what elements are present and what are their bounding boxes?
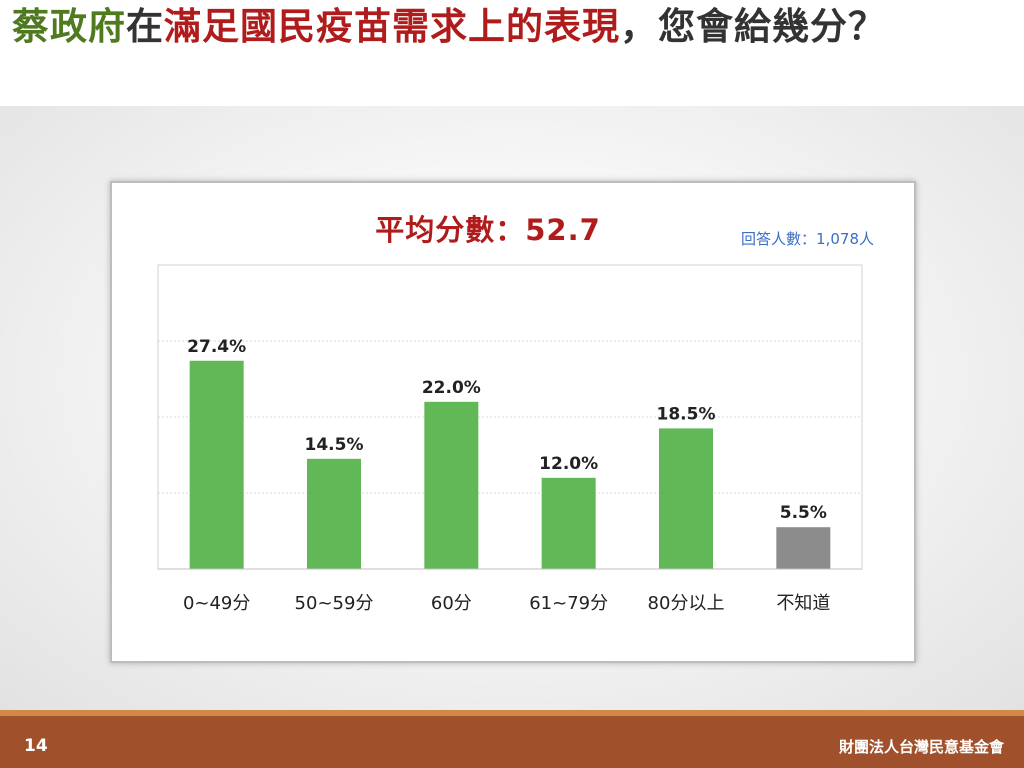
x-tick-label: 50~59分 xyxy=(295,593,374,614)
data-label: 27.4% xyxy=(187,337,246,357)
bar xyxy=(189,360,244,569)
page-number: 14 xyxy=(24,736,48,756)
title-topic: 滿足國民疫苗需求上的表現 xyxy=(164,5,620,48)
title-subject: 蔡政府 xyxy=(12,5,126,48)
footer-bar: 14 財團法人台灣民意基金會 xyxy=(0,710,1024,768)
x-tick-label: 61~79分 xyxy=(529,593,608,614)
data-label: 14.5% xyxy=(305,435,364,455)
x-tick-label: 0~49分 xyxy=(183,593,250,614)
data-label: 18.5% xyxy=(657,404,716,424)
title-connector: 在 xyxy=(126,5,164,48)
bar xyxy=(307,458,361,569)
respondent-count: 回答人數：1,078人 xyxy=(741,230,874,248)
title-question: ，您會給幾分？ xyxy=(620,5,886,48)
data-label: 5.5% xyxy=(780,503,827,523)
bar xyxy=(776,527,831,569)
organization-name: 財團法人台灣民意基金會 xyxy=(838,738,1004,756)
bar xyxy=(659,428,713,569)
x-tick-label: 80分以上 xyxy=(648,593,725,614)
x-tick-label: 60分 xyxy=(431,593,472,614)
bar-chart: 27.4% 0~49分 14.5% 50~59分 22.0% 60分 12.0% 61~79分… xyxy=(157,264,863,614)
bar xyxy=(424,401,479,569)
data-label: 22.0% xyxy=(422,378,481,398)
data-label: 12.0% xyxy=(539,454,598,474)
slide-title: 蔡政府在滿足國民疫苗需求上的表現，您會給幾分？ xyxy=(12,4,1012,50)
chart-title: 平均分數：52.7 xyxy=(375,213,601,247)
bar xyxy=(541,477,596,569)
chart-panel: 平均分數：52.7 回答人數：1,078人 27.4% 0~49分 14.5% 50~… xyxy=(110,181,916,663)
x-tick-label: 不知道 xyxy=(776,593,830,614)
